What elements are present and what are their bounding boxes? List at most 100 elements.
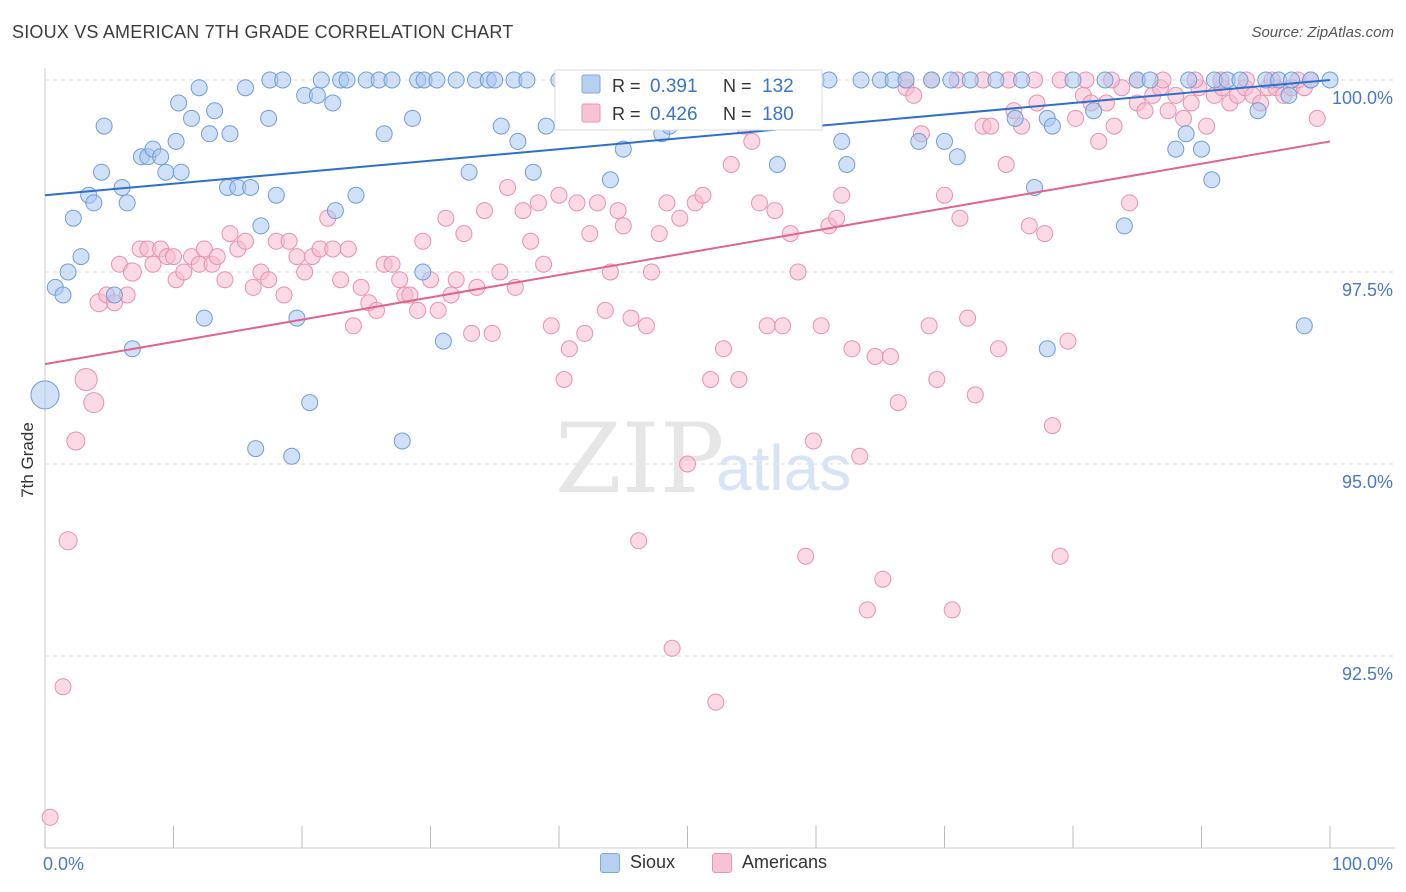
- americans-point-48: [383, 255, 401, 273]
- americans-point-101: [751, 194, 768, 212]
- americans-point-172: [1308, 109, 1326, 127]
- y-tick-label-1: 97.5%: [1342, 280, 1393, 300]
- americans-points: [41, 71, 1326, 826]
- sioux-point-37: [288, 309, 306, 327]
- sioux-point-9: [95, 117, 113, 135]
- americans-point-121: [905, 86, 923, 104]
- sioux-point-46: [404, 109, 421, 127]
- legend-item-americans[interactable]: Americans: [712, 852, 827, 873]
- trendlines: [44, 79, 1331, 366]
- americans-point-124: [928, 371, 946, 388]
- americans-point-14: [144, 255, 162, 273]
- sioux-point-0: [30, 380, 60, 410]
- americans-point-68: [522, 232, 540, 250]
- americans-point-80: [601, 263, 619, 281]
- sioux-point-82: [312, 71, 330, 89]
- source-label: Source: ZipAtlas.com: [1251, 24, 1394, 41]
- americans-point-83: [622, 309, 640, 327]
- series-legend: Sioux Americans: [0, 852, 1406, 878]
- sioux-point-66: [1006, 109, 1024, 127]
- sioux-point-69: [1043, 117, 1061, 135]
- americans-point-40: [324, 240, 342, 258]
- americans-point-65: [499, 179, 517, 196]
- sioux-point-118: [1096, 71, 1114, 89]
- americans-point-145: [1090, 132, 1108, 150]
- sioux-point-39: [301, 394, 319, 412]
- americans-point-5: [83, 392, 105, 414]
- legend-label-sioux: Sioux: [630, 852, 676, 872]
- americans-point-84: [630, 532, 648, 550]
- sioux-trendline: [44, 79, 1331, 197]
- americans-point-62: [476, 202, 493, 220]
- americans-point-0: [41, 808, 59, 826]
- americans-point-137: [1028, 94, 1046, 112]
- sioux-point-87: [383, 71, 401, 89]
- americans-point-127: [951, 209, 969, 227]
- sioux-point-76: [1249, 102, 1267, 120]
- sioux-point-51: [509, 132, 527, 150]
- sioux-point-79: [1038, 340, 1056, 358]
- americans-point-4: [74, 368, 98, 391]
- sioux-point-40: [308, 86, 326, 104]
- americans-point-131: [982, 117, 1000, 135]
- americans-point-126: [943, 601, 961, 619]
- sioux-point-78: [1295, 317, 1313, 335]
- legend-r-label-americans: R =: [612, 104, 641, 124]
- americans-point-94: [702, 371, 720, 388]
- americans-point-88: [658, 194, 676, 212]
- sioux-point-2: [54, 286, 72, 304]
- sioux-point-7: [85, 194, 103, 212]
- chart-title: SIOUX VS AMERICAN 7TH GRADE CORRELATION …: [12, 22, 514, 42]
- americans-point-58: [447, 271, 465, 289]
- axes: [44, 68, 1395, 849]
- americans-point-55: [429, 301, 447, 319]
- sioux-point-22: [183, 109, 200, 127]
- sioux-swatch-icon: [600, 852, 620, 873]
- legend-item-sioux[interactable]: Sioux: [600, 852, 675, 873]
- sioux-point-62: [838, 156, 856, 173]
- americans-point-132: [990, 340, 1007, 358]
- sioux-point-44: [375, 125, 393, 143]
- americans-point-113: [843, 340, 861, 358]
- sioux-point-64: [936, 132, 953, 150]
- sioux-point-75: [1203, 171, 1221, 189]
- americans-point-140: [1051, 547, 1069, 565]
- sioux-point-25: [201, 125, 218, 143]
- americans-point-159: [1198, 117, 1216, 135]
- sioux-point-12: [118, 194, 136, 212]
- sioux-point-121: [1180, 71, 1198, 89]
- americans-point-41: [332, 271, 350, 289]
- americans-point-156: [1175, 109, 1192, 127]
- americans-point-98: [730, 371, 748, 388]
- americans-point-24: [208, 248, 226, 266]
- legend-n-value-americans: 180: [762, 104, 794, 125]
- americans-point-139: [1043, 417, 1061, 435]
- americans-point-73: [555, 371, 573, 388]
- sioux-point-60: [768, 156, 786, 173]
- sioux-point-49: [460, 163, 478, 181]
- americans-point-85: [637, 317, 655, 335]
- americans-point-53: [414, 232, 432, 250]
- legend-n-label-sioux: N =: [723, 76, 752, 96]
- sioux-point-17: [152, 148, 170, 166]
- americans-point-97: [722, 156, 740, 173]
- y-tick-labels: 100.0% 97.5% 95.0% 92.5%: [1332, 88, 1393, 684]
- sioux-point-94: [486, 71, 504, 89]
- y-tick-label-0: 100.0%: [1332, 88, 1393, 108]
- y-tick-label-2: 95.0%: [1342, 472, 1393, 492]
- americans-point-77: [581, 225, 599, 243]
- sioux-point-128: [1302, 71, 1320, 89]
- sioux-point-70: [1085, 102, 1103, 120]
- sioux-point-8: [93, 163, 110, 181]
- americans-point-25: [216, 271, 234, 289]
- sioux-point-113: [942, 71, 960, 89]
- americans-point-95: [707, 693, 725, 711]
- americans-point-81: [609, 202, 627, 220]
- americans-point-111: [828, 209, 846, 227]
- americans-point-44: [352, 278, 370, 296]
- americans-point-91: [679, 455, 696, 473]
- americans-swatch-icon: [712, 852, 732, 873]
- americans-point-115: [858, 601, 876, 619]
- americans-point-82: [614, 217, 632, 235]
- legend-n-value-sioux: 132: [762, 76, 794, 97]
